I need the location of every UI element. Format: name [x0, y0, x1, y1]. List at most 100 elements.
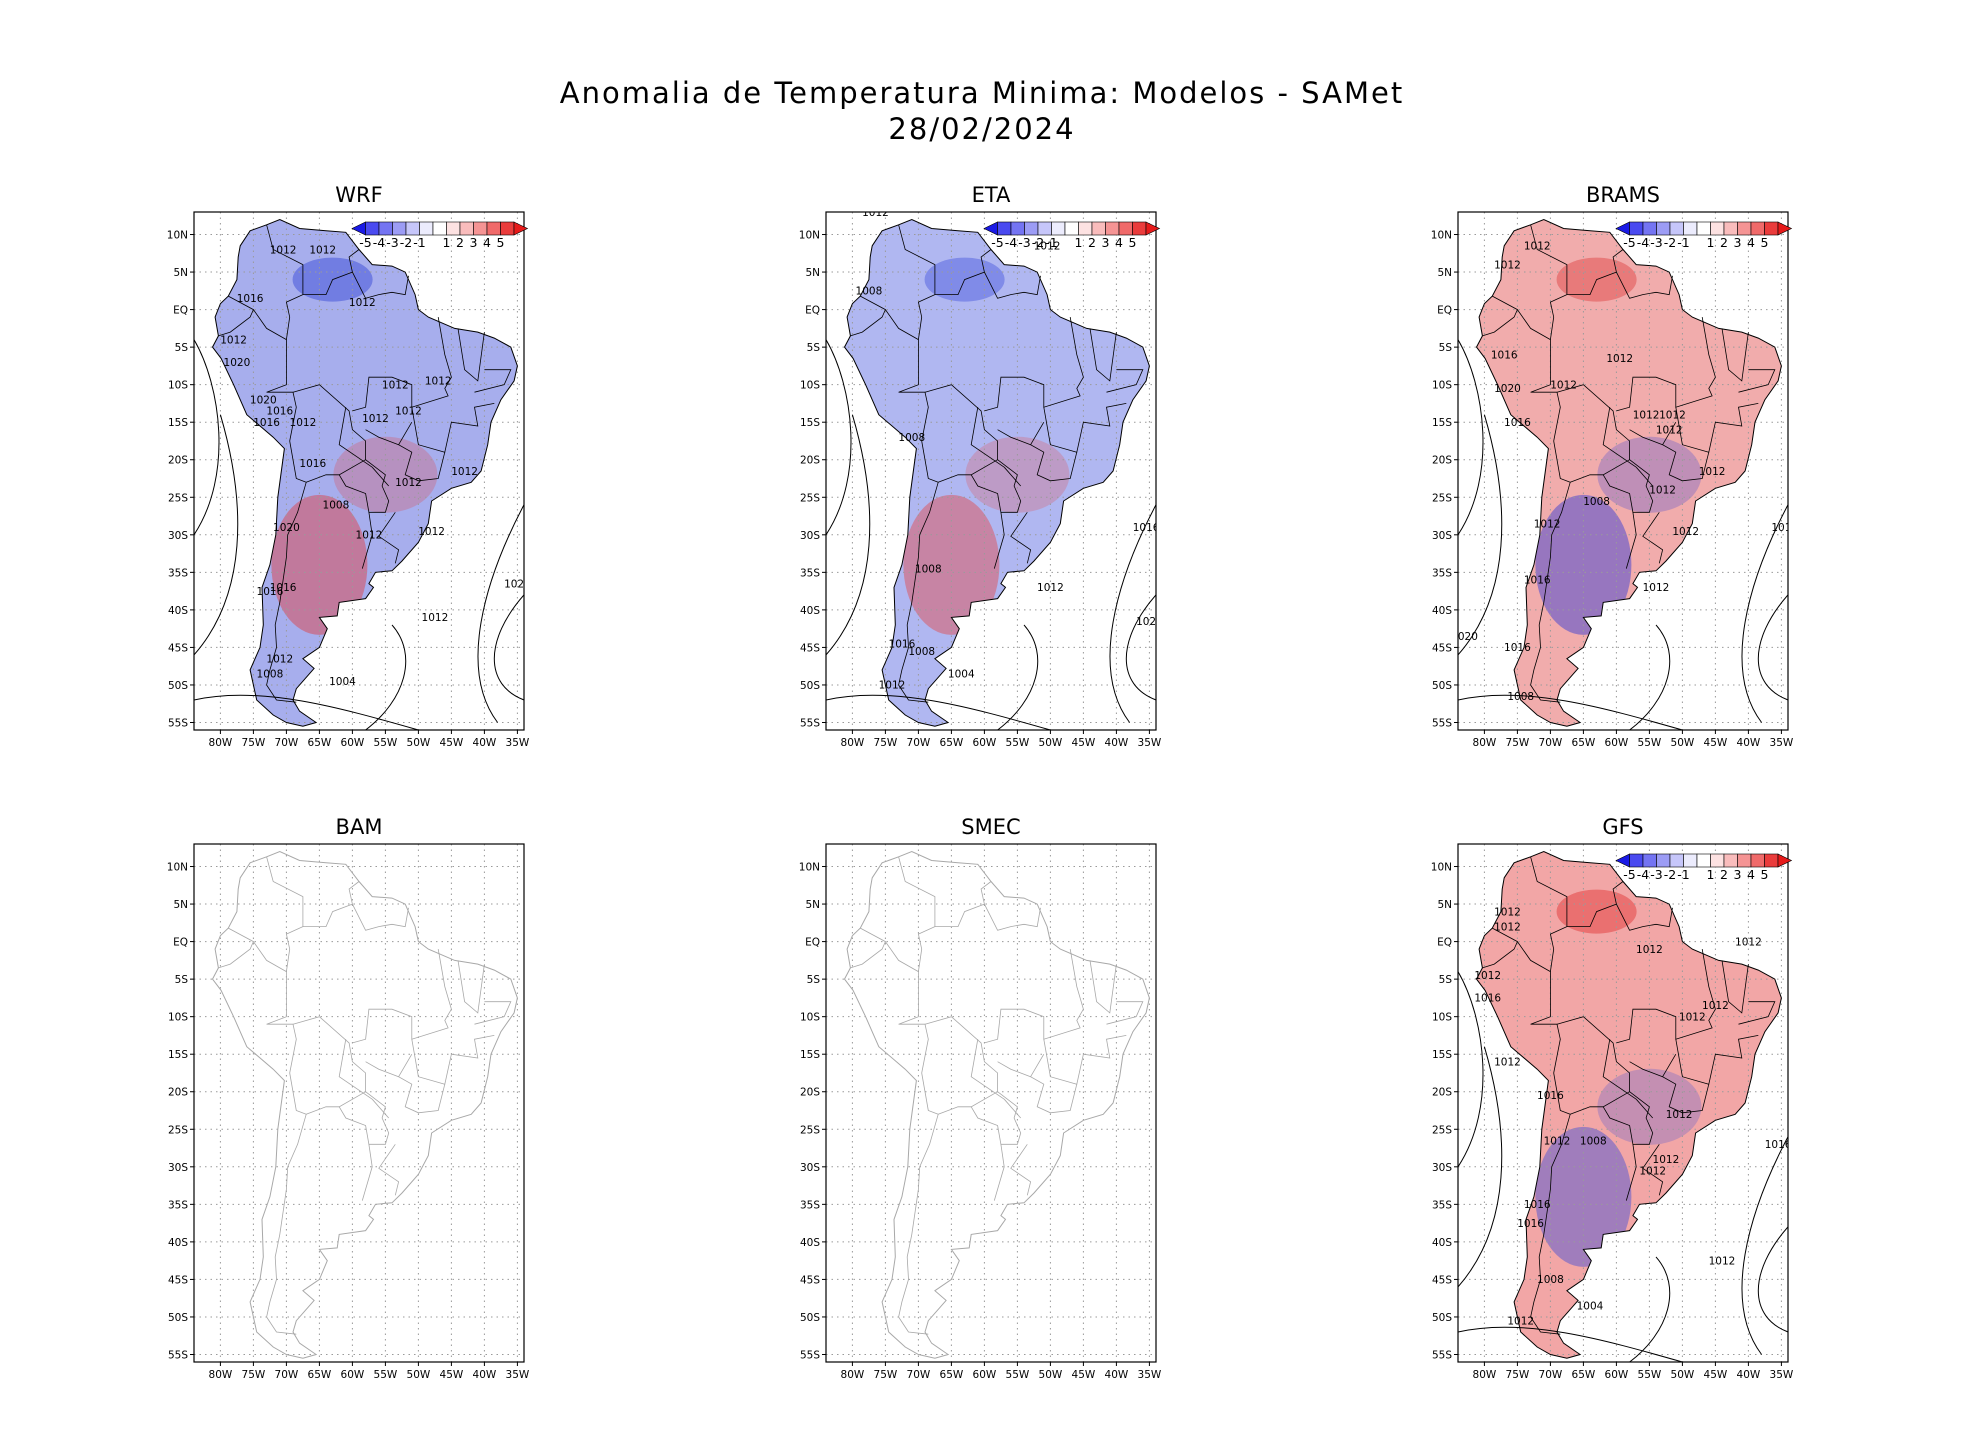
isobar-label: 1012	[1649, 485, 1676, 497]
lat-tick-label: 50S	[1432, 680, 1452, 692]
isobar-label: 1008	[257, 668, 284, 680]
lon-tick-label: 45W	[440, 737, 464, 749]
lon-tick-label: 45W	[1704, 737, 1728, 749]
colorbar-label: 1	[1707, 867, 1715, 882]
lat-tick-label: 45S	[800, 642, 820, 654]
lat-tick-label: 10S	[168, 380, 188, 392]
lat-tick-label: 30S	[800, 1162, 820, 1174]
isobar-label: 1012	[1709, 1255, 1736, 1267]
lon-tick-label: 55W	[374, 1369, 398, 1381]
lon-tick-label: 65W	[940, 1369, 964, 1381]
colorbar-label: 1	[1075, 235, 1083, 250]
lat-tick-label: 55S	[168, 1349, 188, 1361]
lon-tick-label: 75W	[242, 737, 266, 749]
lat-tick-label: 30S	[1432, 530, 1452, 542]
lon-tick-label: 65W	[940, 737, 964, 749]
isobar-label: 1012	[451, 466, 478, 478]
lon-tick-label: 45W	[440, 1369, 464, 1381]
lat-tick-label: EQ	[1437, 305, 1452, 317]
isobar-label: 1012	[1524, 241, 1551, 253]
panel-title-gfs: GFS	[1602, 815, 1643, 839]
lat-tick-label: 25S	[800, 492, 820, 504]
lat-tick-label: EQ	[805, 937, 820, 949]
lon-tick-label: 80W	[841, 737, 865, 749]
lat-tick-label: 15S	[168, 1049, 188, 1061]
colorbar-label: 1	[1707, 235, 1715, 250]
colorbar-label: -4	[1637, 235, 1650, 250]
colorbar-label: -5	[1623, 867, 1635, 882]
colorbar-label: -2	[1032, 235, 1044, 250]
lat-tick-label: 10N	[167, 230, 188, 242]
colorbar-label: -3	[1650, 235, 1662, 250]
isobar-label: 1012	[1544, 1135, 1571, 1147]
isobar-label: 1012	[1639, 1165, 1666, 1177]
lat-tick-label: 50S	[168, 1312, 188, 1324]
colorbar-label: 2	[1720, 235, 1728, 250]
isobar-label: 1012	[395, 406, 422, 418]
lat-tick-label: 15S	[800, 417, 820, 429]
lon-tick-label: 80W	[209, 737, 233, 749]
isobar-label: 1012	[1679, 1011, 1706, 1023]
lon-tick-label: 50W	[407, 737, 431, 749]
isobar-label: 1012	[270, 244, 297, 256]
lat-tick-label: 45S	[800, 1274, 820, 1286]
lat-tick-label: 45S	[1432, 642, 1452, 654]
colorbar-label: 1	[443, 235, 451, 250]
lat-tick-label: EQ	[1437, 937, 1452, 949]
colorbar-label: -4	[1637, 867, 1650, 882]
lat-tick-label: 15S	[1432, 417, 1452, 429]
lat-tick-label: 5N	[173, 267, 188, 279]
isobar-label: 1016	[1524, 1199, 1551, 1211]
lat-tick-label: 5S	[807, 974, 821, 986]
isobar-label: 1004	[329, 676, 356, 688]
colorbar-label: -1	[1677, 867, 1689, 882]
isobar-label: 1016	[257, 586, 284, 598]
isobar-label: 1008	[1583, 496, 1610, 508]
isobar-label: 1016	[299, 458, 326, 470]
lon-tick-label: 80W	[1473, 737, 1497, 749]
colorbar-label: 4	[483, 235, 491, 250]
colorbar-label: 5	[1761, 867, 1769, 882]
lat-tick-label: 10S	[800, 380, 820, 392]
isobar-label: 1012	[418, 526, 445, 538]
isobar-label: 1012	[266, 653, 293, 665]
isobar-label: 1016	[266, 406, 293, 418]
isobar-label: 1012	[395, 477, 422, 489]
lat-tick-label: 40S	[1432, 605, 1452, 617]
lon-tick-label: 50W	[407, 1369, 431, 1381]
isobar-label: 1012	[290, 417, 317, 429]
lon-tick-label: 50W	[1671, 737, 1695, 749]
lat-tick-label: 15S	[168, 417, 188, 429]
isobar-label: 102	[1136, 616, 1156, 628]
lon-tick-label: 55W	[1638, 1369, 1662, 1381]
lat-tick-label: 35S	[800, 1199, 820, 1211]
colorbar-label: -1	[413, 235, 425, 250]
lat-tick-label: 40S	[800, 605, 820, 617]
lat-tick-label: 40S	[168, 1237, 188, 1249]
lat-tick-label: 40S	[1432, 1237, 1452, 1249]
lat-tick-label: 25S	[1432, 1124, 1452, 1136]
lat-tick-label: 5N	[1437, 899, 1452, 911]
lat-tick-label: EQ	[173, 937, 188, 949]
lat-tick-label: 45S	[1432, 1274, 1452, 1286]
colorbar-label: 5	[497, 235, 505, 250]
lon-tick-label: 40W	[1105, 737, 1129, 749]
panel-gfs: GFS 1012 1012 1012 1012 1012 1016 1012 1012 1012 1…	[1412, 810, 1832, 1381]
lon-tick-label: 40W	[473, 1369, 497, 1381]
lat-tick-label: 40S	[800, 1237, 820, 1249]
map-smec: SMEC 10N 5N EQ 5S 10S 15S 20S 25S 30S 35S 40S 45S 50S…	[799, 815, 1162, 1381]
lon-tick-label: 35W	[506, 1369, 530, 1381]
lat-tick-label: 10S	[168, 1012, 188, 1024]
lat-tick-label: 35S	[800, 567, 820, 579]
isobar-label: 1008	[856, 286, 883, 298]
panel-brams: BRAMS 1012 1012 1016 1012 1012 1020 1016 1012 101…	[1412, 178, 1832, 749]
figure-date: 28/02/2024	[888, 112, 1076, 146]
isobar-label: 1012	[862, 207, 889, 219]
isobar-label: 1012	[1550, 379, 1577, 391]
isobar-label: 1016	[1537, 1090, 1564, 1102]
isobar-label: 1008	[898, 432, 925, 444]
colorbar-label: 5	[1761, 235, 1769, 250]
lat-tick-label: 20S	[168, 1087, 188, 1099]
lon-tick-label: 45W	[1704, 1369, 1728, 1381]
panel-title-smec: SMEC	[961, 815, 1020, 839]
